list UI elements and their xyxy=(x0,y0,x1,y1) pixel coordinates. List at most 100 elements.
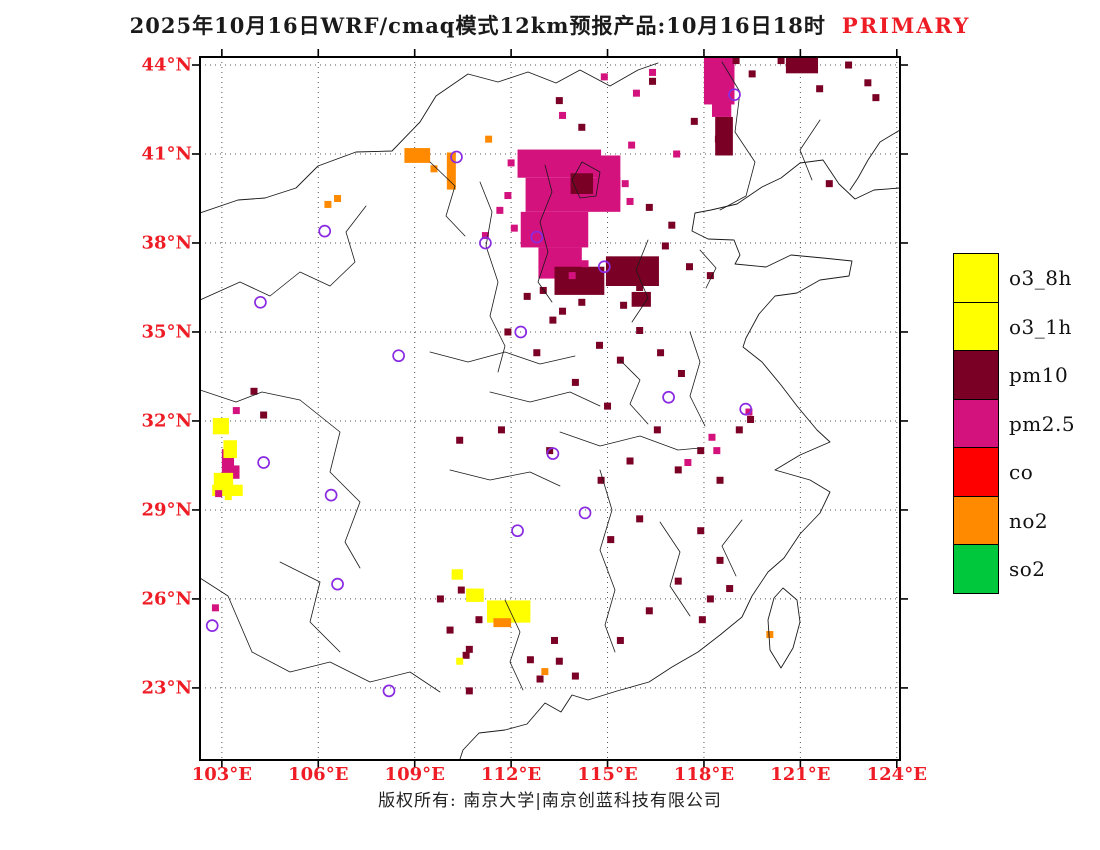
province-borders xyxy=(200,61,821,693)
legend-label: o3_1h xyxy=(1009,314,1072,339)
pollution-cell-pm10 xyxy=(536,675,544,683)
legend-item-no2: no2 xyxy=(953,495,1075,546)
pollution-cell-pm10 xyxy=(539,286,547,294)
pollution-cell-pm10 xyxy=(706,595,714,603)
pollution-cell-pm10 xyxy=(604,402,612,410)
title-text: 2025年10月16日WRF/cmaq模式12km预报产品:10月16日18时 xyxy=(129,13,826,38)
station-marker xyxy=(450,150,463,164)
pollution-cell-pm10 xyxy=(732,57,740,65)
pollution-cell-pm10 xyxy=(649,77,657,85)
pollution-cell-pm10 xyxy=(626,457,634,465)
lat-label: 44°N xyxy=(141,54,192,76)
legend-item-o3_1h: o3_1h xyxy=(953,301,1075,352)
pollution-patch-pm10 xyxy=(715,116,733,156)
pollution-cell-no2 xyxy=(334,194,342,202)
pollution-cell-pm10 xyxy=(555,657,563,665)
lat-label: 41°N xyxy=(141,143,192,165)
station-marker xyxy=(479,236,492,250)
legend-swatch xyxy=(953,398,999,449)
pollution-patch-o3 xyxy=(212,484,243,497)
station-marker xyxy=(739,402,753,416)
lon-label: 106°E xyxy=(288,764,349,785)
map-boundaries xyxy=(200,61,900,760)
pollution-cell-o3 xyxy=(456,657,464,665)
legend-label: pm10 xyxy=(1009,363,1069,387)
station-marker xyxy=(514,325,528,339)
pollution-cell-no2 xyxy=(324,200,332,208)
pollution-cell-pm25 xyxy=(684,458,692,466)
pollution-cell-pm10 xyxy=(636,283,644,291)
pollution-cell-pm10 xyxy=(597,476,605,484)
pollution-cell-pm10 xyxy=(620,301,628,309)
station-marker xyxy=(318,224,332,238)
pollution-cell-pm10 xyxy=(845,61,853,69)
pollution-cell-pm25 xyxy=(649,68,657,76)
legend-label: co xyxy=(1009,460,1034,484)
pollution-cell-pm10 xyxy=(674,466,682,474)
pollution-cell-pm10 xyxy=(816,85,824,93)
lat-label: 38°N xyxy=(141,232,192,254)
legend-swatch xyxy=(953,350,999,400)
coastline xyxy=(459,159,900,760)
pollution-cell-no2 xyxy=(766,631,774,639)
legend-item-pm2.5: pm2.5 xyxy=(953,398,1075,449)
pollution-cell-pm10 xyxy=(747,415,755,423)
station-marker xyxy=(597,260,611,274)
pollution-cell-pm10 xyxy=(685,263,693,271)
pollution-cell-no2 xyxy=(430,165,438,173)
pollution-cell-pm10 xyxy=(250,387,258,395)
pollution-cell-pm25 xyxy=(708,433,716,441)
pollution-patch-o3 xyxy=(466,588,484,602)
national-border-north xyxy=(200,62,659,214)
pollution-patch-pm25 xyxy=(596,155,621,200)
title-pollutant: PRIMARY xyxy=(841,13,971,38)
pollution-cell-o3 xyxy=(224,493,232,501)
pollution-cell-pm10 xyxy=(706,272,714,280)
pollution-cell-pm25 xyxy=(673,150,681,158)
axis-ticks xyxy=(192,49,908,768)
pollution-cell-pm10 xyxy=(690,117,698,125)
pollution-cell-pm10 xyxy=(546,447,554,455)
pollution-cell-pm10 xyxy=(636,515,644,523)
pollution-cell-pm25 xyxy=(504,192,512,200)
legend-swatch xyxy=(953,544,999,594)
lat-label: 23°N xyxy=(141,677,192,699)
legend-label: so2 xyxy=(1009,557,1046,581)
pollution-cell-pm10 xyxy=(475,616,483,624)
pollution-cell-pm10 xyxy=(578,123,586,131)
pollution-patch-pm10 xyxy=(631,291,651,307)
station-marker xyxy=(546,447,560,460)
pollution-cell-pm10 xyxy=(636,326,644,334)
copyright: 版权所有: 南京大学|南京创蓝科技有限公司 xyxy=(378,791,722,811)
pollution-cell-pm10 xyxy=(697,447,705,455)
pollution-cell-pm10 xyxy=(653,426,661,434)
pollution-cell-pm10 xyxy=(677,369,685,377)
pollution-cell-pm10 xyxy=(607,536,615,544)
pollution-cell-pm25 xyxy=(481,232,489,240)
pollution-cell-pm10 xyxy=(616,636,624,644)
station-marker xyxy=(331,577,344,591)
pollution-patch-o3 xyxy=(451,569,463,580)
pollution-cell-pm10 xyxy=(260,411,268,419)
pollution-cell-pm10 xyxy=(661,242,669,250)
pollution-cell-pm10 xyxy=(726,585,734,593)
lon-label: 118°E xyxy=(673,764,735,785)
legend-swatch xyxy=(953,253,999,303)
lon-label: 103°E xyxy=(191,764,252,785)
pollution-patch-no2 xyxy=(493,618,512,628)
pollution-cell-pm25 xyxy=(510,224,518,232)
station-marker xyxy=(728,88,741,102)
pollution-cell-pm25 xyxy=(496,206,504,214)
map-frame xyxy=(199,56,901,761)
pollution-cell-pm10 xyxy=(716,476,724,484)
pollution-cell-pm10 xyxy=(674,577,682,585)
legend-swatch xyxy=(953,447,999,497)
pollution-cell-pm10 xyxy=(456,436,464,444)
pollution-cell-pm10 xyxy=(645,203,653,211)
legend-item-o3_8h: o3_8h xyxy=(953,253,1075,303)
pollution-cell-pm10 xyxy=(526,656,534,664)
pollution-cell-pm10 xyxy=(571,672,579,680)
pollution-cell-pm10 xyxy=(777,57,785,65)
